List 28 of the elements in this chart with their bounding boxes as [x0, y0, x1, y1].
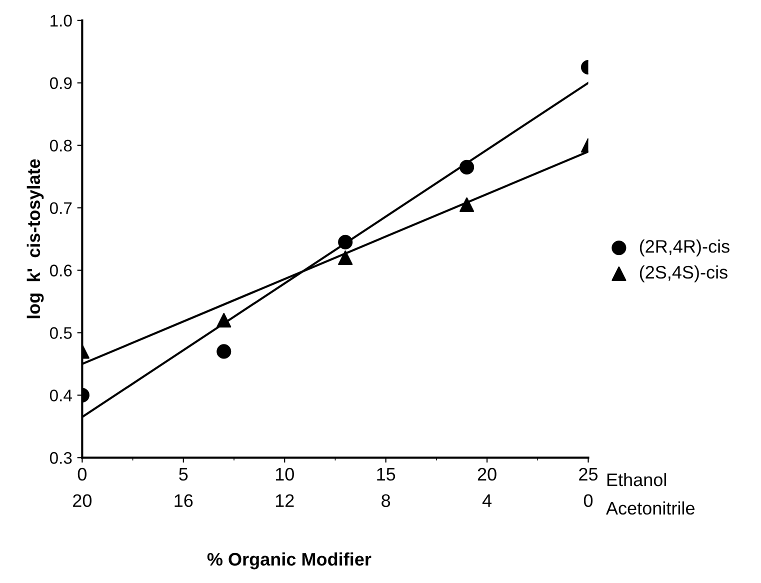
x2-tick-label: 16	[174, 494, 193, 508]
x-tick-label: 5	[179, 468, 188, 481]
y-tick-label: 1.0	[50, 14, 72, 27]
point	[338, 234, 353, 250]
x2-tick-label: 4	[482, 494, 492, 507]
x-axis-title: Ethanol	[607, 472, 666, 486]
y-tick-label: 0.7	[50, 202, 72, 214]
y-tick-label: 0.9	[50, 77, 72, 90]
x-tick-label: 25	[579, 468, 598, 481]
x2-axis-title: Acetonitrile	[606, 501, 694, 515]
y-tick-label: 0.8	[50, 140, 72, 152]
x-tick-label: 0	[78, 468, 87, 481]
y-tick-label: 0.3	[50, 452, 72, 464]
point	[338, 250, 353, 266]
x2-tick-label: 12	[276, 494, 294, 507]
x-tick-label: 10	[276, 468, 294, 481]
text: % Organic Modifier	[207, 552, 372, 570]
x2-tick-label: 8	[382, 494, 390, 508]
x2-tick-label: 0	[584, 494, 593, 508]
x2-tick-label: 20	[73, 494, 92, 508]
y-tick-label: 0.6	[50, 264, 72, 276]
legend-label: (2S,4S)-cis	[640, 265, 728, 282]
y-tick-label: 0.5	[50, 327, 72, 339]
y-tick-label: 0.4	[50, 390, 72, 402]
x-tick-label: 20	[478, 468, 496, 481]
legend-label: (2R,4R)-cis	[640, 240, 730, 256]
x-tick-label: 15	[377, 468, 396, 481]
y-axis-title: log k' cis-tosylate	[26, 159, 44, 318]
